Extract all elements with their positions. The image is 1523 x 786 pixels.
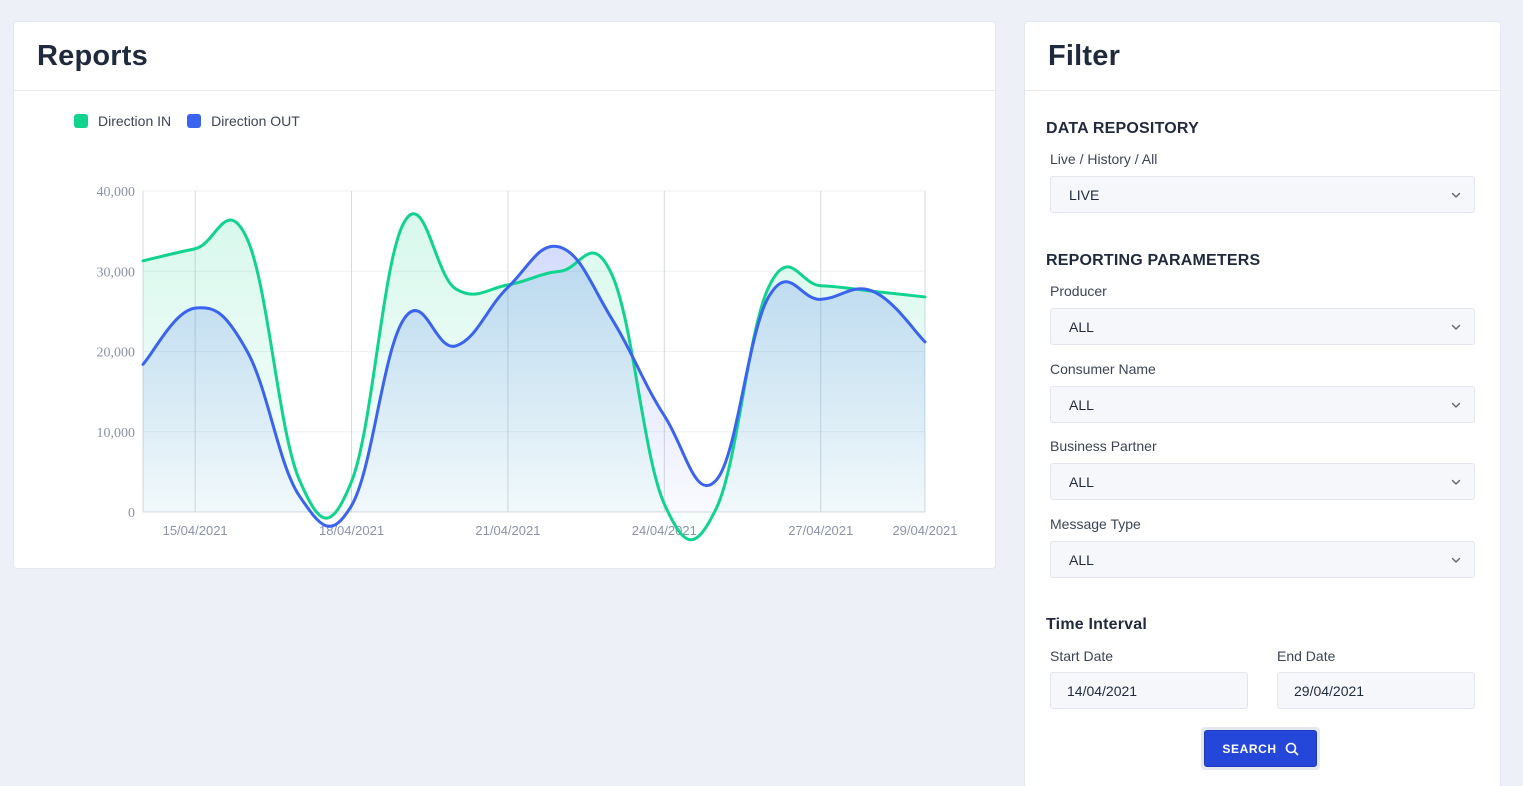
legend-label-out: Direction OUT bbox=[211, 113, 300, 129]
data-repository-value: LIVE bbox=[1069, 186, 1100, 203]
data-repository-title: DATA REPOSITORY bbox=[1046, 120, 1199, 137]
business-partner-value: ALL bbox=[1069, 473, 1094, 490]
message-type-value: ALL bbox=[1069, 551, 1094, 568]
consumer-name-value: ALL bbox=[1069, 396, 1094, 413]
legend-item-in[interactable]: Direction IN bbox=[74, 113, 171, 129]
x-tick-label: 29/04/2021 bbox=[892, 523, 957, 538]
search-button[interactable]: SEARCH bbox=[1204, 730, 1317, 767]
reporting-parameters-title: REPORTING PARAMETERS bbox=[1046, 252, 1261, 269]
traffic-area-chart: 0 10,000 20,000 30,000 40,000 15/04/2021 18/04… bbox=[97, 185, 958, 542]
reports-title: Reports bbox=[37, 39, 148, 72]
y-tick-label: 40,000 bbox=[97, 185, 136, 200]
start-date-label: Start Date bbox=[1050, 648, 1114, 664]
x-tick-label: 27/04/2021 bbox=[788, 523, 853, 538]
y-tick-label: 10,000 bbox=[97, 426, 136, 441]
legend-item-out[interactable]: Direction OUT bbox=[187, 113, 300, 129]
chevron-down-icon bbox=[1450, 399, 1462, 411]
end-date-input[interactable]: 29/04/2021 bbox=[1277, 672, 1475, 709]
series-area-out bbox=[143, 246, 925, 527]
filter-title: Filter bbox=[1048, 39, 1121, 72]
search-button-wrap: SEARCH bbox=[1201, 727, 1320, 770]
chart-legend: Direction IN Direction OUT bbox=[74, 113, 300, 129]
start-date-input[interactable]: 14/04/2021 bbox=[1050, 672, 1248, 709]
x-tick-label: 15/04/2021 bbox=[163, 523, 228, 538]
y-tick-label: 0 bbox=[128, 506, 135, 521]
reports-header: Reports bbox=[14, 22, 995, 91]
y-tick-label: 20,000 bbox=[97, 346, 136, 361]
chevron-down-icon bbox=[1450, 476, 1462, 488]
chevron-down-icon bbox=[1450, 189, 1462, 201]
search-button-label: SEARCH bbox=[1222, 741, 1277, 756]
consumer-name-label: Consumer Name bbox=[1050, 361, 1156, 377]
consumer-name-select[interactable]: ALL bbox=[1050, 386, 1475, 423]
legend-swatch-out bbox=[187, 114, 202, 128]
message-type-select[interactable]: ALL bbox=[1050, 541, 1475, 578]
end-date-label: End Date bbox=[1277, 648, 1336, 664]
business-partner-select[interactable]: ALL bbox=[1050, 463, 1475, 500]
end-date-value: 29/04/2021 bbox=[1294, 682, 1365, 699]
start-date-value: 14/04/2021 bbox=[1067, 682, 1138, 699]
x-tick-label: 21/04/2021 bbox=[475, 523, 540, 538]
search-icon bbox=[1285, 742, 1299, 756]
legend-label-in: Direction IN bbox=[98, 113, 172, 129]
time-interval-title: Time Interval bbox=[1046, 616, 1148, 633]
legend-swatch-in bbox=[74, 114, 88, 128]
series-line-in bbox=[141, 212, 927, 542]
filter-panel: Filter DATA REPOSITORY Live / History / … bbox=[1024, 21, 1501, 786]
producer-value: ALL bbox=[1069, 318, 1094, 335]
business-partner-label: Business Partner bbox=[1050, 438, 1157, 454]
series-line-out bbox=[141, 244, 927, 528]
reports-panel: Reports Direction IN Direction OUT 0 10,0… bbox=[13, 21, 996, 569]
message-type-label: Message Type bbox=[1050, 516, 1141, 532]
producer-select[interactable]: ALL bbox=[1050, 308, 1475, 345]
filter-header: Filter bbox=[1025, 22, 1500, 91]
chevron-down-icon bbox=[1450, 321, 1462, 333]
producer-label: Producer bbox=[1050, 283, 1107, 299]
data-repository-select[interactable]: LIVE bbox=[1050, 176, 1475, 213]
data-repository-label: Live / History / All bbox=[1050, 151, 1158, 167]
y-tick-label: 30,000 bbox=[97, 265, 136, 280]
x-tick-label: 18/04/2021 bbox=[319, 523, 384, 538]
chevron-down-icon bbox=[1450, 554, 1462, 566]
